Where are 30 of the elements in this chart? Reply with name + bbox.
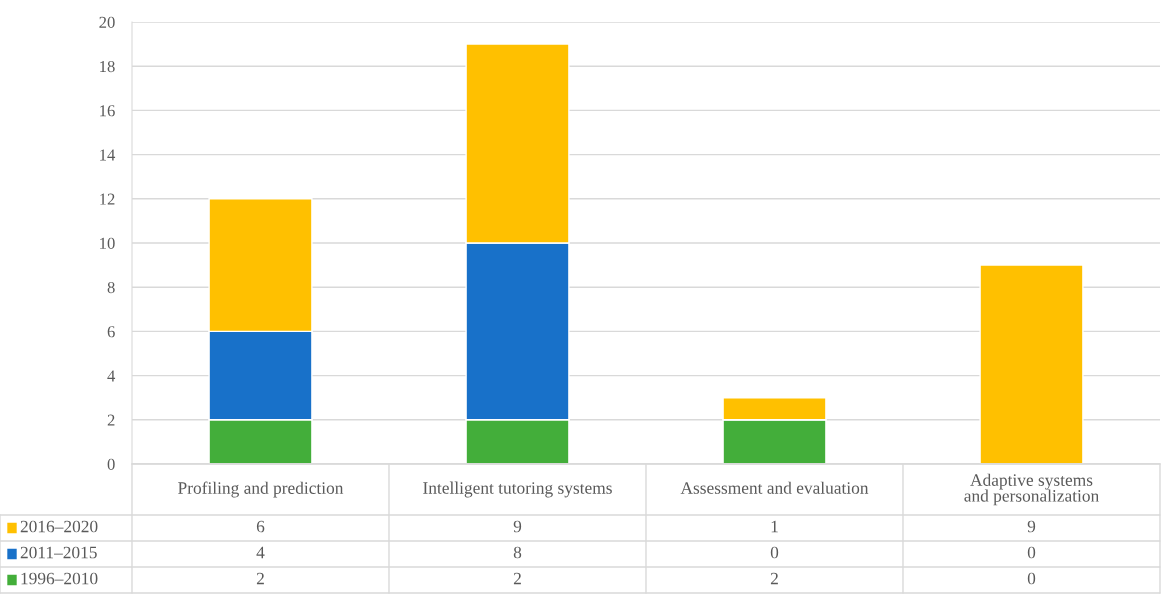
legend-label: 2016–2020 <box>20 520 98 533</box>
data-label: 0 <box>1027 546 1036 559</box>
data-label: 2 <box>513 572 521 585</box>
y-tick-label: 14 <box>100 149 116 161</box>
x-tick-label: Adaptive systems and personalization <box>964 473 1099 506</box>
y-tick-label: 10 <box>100 237 115 249</box>
y-tick-label: 16 <box>100 105 115 117</box>
data-label: 6 <box>256 520 265 533</box>
x-tick-label: Intelligent tutoring systems <box>423 481 612 498</box>
data-label: 0 <box>770 546 779 559</box>
data-label: 8 <box>513 546 522 559</box>
x-tick-label: Profiling and prediction <box>178 481 344 498</box>
x-tick-label: Assessment and evaluation <box>680 481 869 494</box>
y-tick-label: 6 <box>107 326 115 338</box>
y-tick-label: 0 <box>107 458 115 470</box>
data-label: 2 <box>770 572 778 585</box>
y-tick-label: 8 <box>107 281 115 294</box>
legend-label: 1996–2010 <box>21 572 98 585</box>
legend-label: 2011–2015 <box>20 546 97 559</box>
data-label: 2 <box>256 572 264 585</box>
y-tick-label: 12 <box>100 193 115 205</box>
data-label: 4 <box>256 546 265 559</box>
y-tick-label: 20 <box>99 16 115 28</box>
y-tick-label: 18 <box>100 60 115 73</box>
data-label: 1 <box>771 520 778 533</box>
y-tick-label: 2 <box>107 414 115 426</box>
y-tick-label: 4 <box>107 370 116 382</box>
data-label: 0 <box>1027 572 1036 585</box>
data-label: 9 <box>513 520 522 533</box>
data-label: 9 <box>1027 520 1036 533</box>
